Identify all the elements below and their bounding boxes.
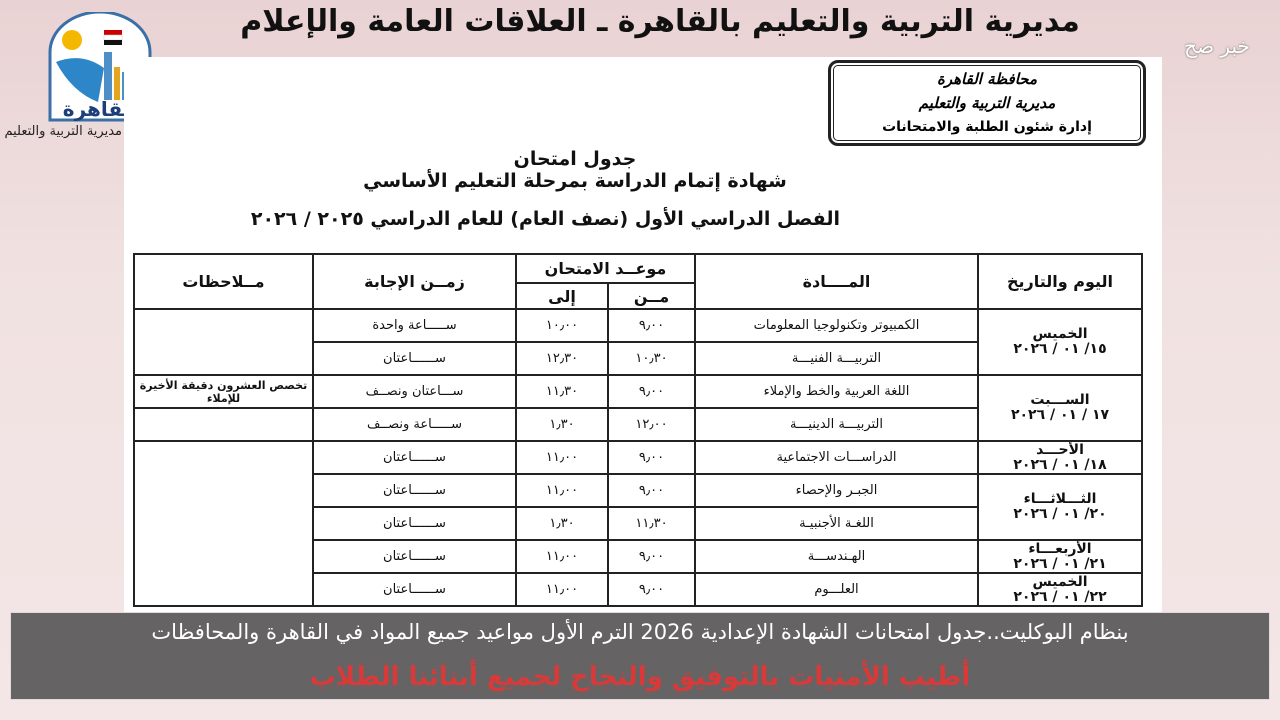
caption-overlay: [10, 612, 1270, 700]
exam-date: ٢١/ ٠١ / ٢٠٢٦: [1013, 555, 1107, 572]
duration-cell: ســـاعتان ونصــف: [312, 374, 517, 409]
document-term: الفصل الدراسي الأول (نصف العام) للعام ال…: [250, 208, 840, 230]
issuer-stamp-box: محافظة القاهرة مديرية التربية والتعليم إ…: [828, 60, 1146, 146]
subject-cell: العلـــوم: [694, 572, 979, 607]
end-time-cell: ١٢٫٣٠: [515, 341, 609, 376]
end-time-cell: ١١٫٠٠: [515, 473, 609, 508]
start-time-cell: ١١٫٣٠: [607, 506, 696, 541]
start-time-cell: ٩٫٠٠: [607, 308, 696, 343]
table-row: الأحـــد ١٨/ ٠١ / ٢٠٢٦ الدراســـات الاجتما…: [133, 440, 1143, 607]
start-time-cell: ٩٫٠٠: [607, 473, 696, 508]
subject-cell: اللغة العربية والخط والإملاء: [694, 374, 979, 409]
day-date-cell: الخميس ١٥/ ٠١ / ٢٠٢٦: [977, 308, 1143, 376]
table-row: الســـبت ١٧ / ٠١ / ٢٠٢٦ اللغة العربية والخ…: [133, 374, 1143, 442]
subject-cell: الكمبيوتر وتكنولوجيا المعلومات: [694, 308, 979, 343]
header-subject: المــــادة: [694, 253, 979, 310]
table-row: الخميس ٢٢/ ٠١ / ٢٠٢٦ العلـــوم ٩٫٠٠ ١١٫٠٠ ســ…: [134, 572, 1143, 607]
end-time-cell: ١٫٣٠: [515, 407, 609, 442]
duration-cell: ســــــاعتان: [312, 572, 517, 607]
subject-cell: اللغـة الأجنبيـة: [694, 506, 979, 541]
page-header-title: مديرية التربية والتعليم بالقاهرة ـ العلا…: [240, 4, 1080, 39]
document-title: جدول امتحان: [513, 148, 637, 170]
header-schedule: موعــد الامتحان: [515, 253, 696, 284]
notes-cell: [133, 440, 314, 607]
start-time-cell: ٩٫٠٠: [607, 539, 696, 574]
header-notes: مــلاحظات: [133, 253, 314, 310]
end-time-cell: ١١٫٣٠: [515, 374, 609, 409]
end-time-cell: ١١٫٠٠: [515, 440, 609, 475]
day-name: الأحـــد: [1036, 441, 1084, 458]
subject-cell: التربيـــة الفنيـــة: [694, 341, 979, 376]
end-time-cell: ١١٫٠٠: [515, 539, 609, 574]
logo-caption: مديرية التربية والتعليم: [4, 124, 122, 139]
document-subtitle: شهادة إتمام الدراسة بمرحلة التعليم الأسا…: [363, 170, 787, 192]
exam-date: ٢٢/ ٠١ / ٢٠٢٦: [1013, 588, 1107, 605]
duration-cell: ســـــاعة واحدة: [312, 308, 517, 343]
duration-cell: ســــــاعتان: [312, 506, 517, 541]
table-row: التربيـــة الفنيـــة ١٠٫٣٠ ١٢٫٣٠ ســــــاعت…: [134, 341, 1142, 376]
start-time-cell: ٩٫٠٠: [607, 374, 696, 409]
day-date-cell: الأربعـــاء ٢١/ ٠١ / ٢٠٢٦: [977, 539, 1143, 574]
site-watermark: خبر صح: [1184, 34, 1250, 58]
duration-cell: ســـــاعة ونصــف: [312, 407, 517, 442]
subject-cell: الجبـر والإحصاء: [694, 473, 979, 508]
header-to: إلى: [515, 282, 609, 310]
subject-cell: الدراســـات الاجتماعية: [694, 440, 979, 475]
article-caption: بنظام البوكليت..جدول امتحانات الشهادة ال…: [151, 620, 1129, 644]
notes-cell: تخصص العشرون دقيقة الأخيرة للإملاء: [133, 374, 314, 409]
table-row: التربيـــة الدينيـــة ١٢٫٠٠ ١٫٣٠ ســـــاعة …: [133, 407, 1142, 442]
day-date-cell: الثـــلاثـــاء ٢٠/ ٠١ / ٢٠٢٦: [977, 473, 1143, 541]
start-time-cell: ١٢٫٠٠: [607, 407, 696, 442]
duration-cell: ســــــاعتان: [312, 440, 517, 475]
table-row: الخميس ١٥/ ٠١ / ٢٠٢٦ الكمبيوتر وتكنولوجيا …: [133, 308, 1143, 376]
duration-cell: ســــــاعتان: [312, 473, 517, 508]
day-name: الأربعـــاء: [1028, 540, 1092, 557]
notes-cell: [133, 308, 314, 376]
start-time-cell: ١٠٫٣٠: [607, 341, 696, 376]
table-row: الأربعـــاء ٢١/ ٠١ / ٢٠٢٦ الهـندســـة ٩٫٠٠ ١…: [134, 539, 1143, 574]
end-time-cell: ١٫٣٠: [515, 506, 609, 541]
header-duration: زمــن الإجابة: [312, 253, 517, 310]
schedule-body: الخميس ١٥/ ٠١ / ٢٠٢٦ الكمبيوتر وتكنولوجيا …: [133, 308, 1143, 607]
footer-wishes: أطيب الأمنيات بالتوفيق والنجاح لجميع أبن…: [309, 662, 971, 692]
day-date-cell: الأحـــد ١٨/ ٠١ / ٢٠٢٦: [977, 440, 1143, 475]
day-name: الثـــلاثـــاء: [1023, 491, 1097, 507]
end-time-cell: ١٠٫٠٠: [515, 308, 609, 343]
stamp-line: إدارة شئون الطلبة والامتحانات: [882, 119, 1092, 135]
stamp-line: مديرية التربية والتعليم: [918, 94, 1056, 112]
exam-date: ١٨/ ٠١ / ٢٠٢٦: [1013, 456, 1107, 473]
subject-cell: التربيـــة الدينيـــة: [694, 407, 979, 442]
duration-cell: ســــــاعتان: [312, 539, 517, 574]
table-row: اللغـة الأجنبيـة ١١٫٣٠ ١٫٣٠ ســــــاعتان: [134, 506, 1142, 541]
duration-cell: ســــــاعتان: [312, 341, 517, 376]
notes-cell: [133, 407, 314, 442]
day-name: الســـبت: [1030, 392, 1090, 408]
start-time-cell: ٩٫٠٠: [607, 440, 696, 475]
end-time-cell: ١١٫٠٠: [515, 572, 609, 607]
day-date-cell: الخميس ٢٢/ ٠١ / ٢٠٢٦: [977, 572, 1143, 607]
subject-cell: الهـندســـة: [694, 539, 979, 574]
exam-date: ٢٠/ ٠١ / ٢٠٢٦: [1013, 506, 1107, 522]
stamp-line: محافظة القاهرة: [937, 70, 1037, 88]
day-name: الخميس: [1032, 326, 1088, 342]
header-day-date: اليوم والتاريخ: [977, 253, 1143, 310]
start-time-cell: ٩٫٠٠: [607, 572, 696, 607]
table-row: الثـــلاثـــاء ٢٠/ ٠١ / ٢٠٢٦ الجبـر والإحص…: [134, 473, 1143, 541]
exam-date: ١٧ / ٠١ / ٢٠٢٦: [1010, 407, 1110, 423]
exam-schedule-table: اليوم والتاريخ المــــادة موعــد الامتحا…: [133, 253, 1143, 607]
day-name: الخميس: [1032, 573, 1088, 590]
document-titles: جدول امتحان شهادة إتمام الدراسة بمرحلة ا…: [251, 148, 840, 230]
day-date-cell: الســـبت ١٧ / ٠١ / ٢٠٢٦: [977, 374, 1143, 442]
exam-date: ١٥/ ٠١ / ٢٠٢٦: [1013, 341, 1107, 357]
header-from: مــن: [607, 282, 696, 310]
